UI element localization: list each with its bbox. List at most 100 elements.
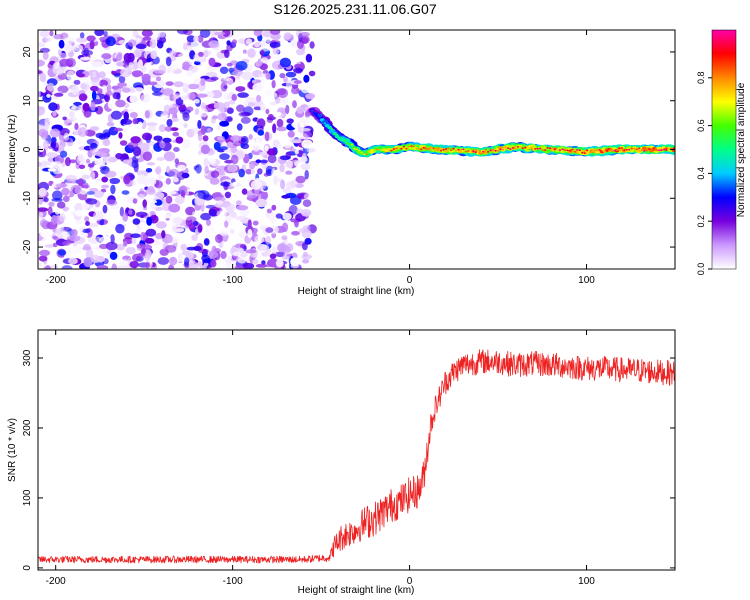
noise-blob bbox=[165, 195, 173, 204]
noise-blob bbox=[265, 72, 271, 80]
colorbar-tick-label: 0.2 bbox=[696, 215, 706, 228]
y-tick-label: 300 bbox=[22, 349, 33, 366]
noise-blob bbox=[285, 181, 296, 190]
track-segment bbox=[581, 151, 584, 154]
track-segment bbox=[390, 149, 393, 152]
snr-series-line bbox=[38, 349, 675, 564]
noise-blob bbox=[39, 218, 48, 228]
noise-blob bbox=[136, 243, 146, 249]
track-segment bbox=[397, 147, 401, 150]
track-segment bbox=[600, 151, 604, 154]
track-segment bbox=[561, 148, 564, 151]
noise-blob bbox=[43, 197, 49, 203]
noise-blob bbox=[137, 59, 143, 69]
noise-blob bbox=[87, 148, 93, 158]
noise-blob bbox=[50, 141, 56, 149]
noise-blob bbox=[98, 79, 108, 87]
noise-blob bbox=[271, 167, 276, 178]
noise-blob bbox=[292, 100, 297, 109]
noise-blob bbox=[51, 214, 58, 225]
noise-blob bbox=[261, 260, 266, 265]
track-segment bbox=[442, 148, 445, 151]
noise-blob bbox=[165, 56, 172, 67]
noise-blob bbox=[188, 147, 195, 158]
noise-blob bbox=[106, 90, 113, 96]
noise-blob bbox=[88, 223, 99, 228]
track-segment bbox=[329, 128, 335, 133]
noise-blob bbox=[226, 40, 231, 46]
track-segment bbox=[432, 147, 435, 150]
noise-blob bbox=[241, 178, 252, 188]
noise-blob bbox=[293, 80, 302, 84]
track-segment bbox=[474, 151, 477, 154]
noise-blob bbox=[141, 248, 146, 255]
noise-blob bbox=[167, 168, 180, 177]
noise-blob bbox=[112, 215, 119, 225]
track-segment bbox=[353, 147, 356, 150]
noise-blob bbox=[145, 168, 153, 173]
noise-blob bbox=[232, 39, 237, 45]
noise-blob bbox=[300, 163, 311, 171]
noise-blob bbox=[85, 221, 90, 226]
noise-blob bbox=[281, 235, 288, 241]
noise-blob bbox=[103, 95, 109, 101]
track-segment bbox=[618, 147, 621, 150]
noise-blob bbox=[276, 118, 284, 128]
track-segment bbox=[610, 148, 614, 151]
track-segment bbox=[588, 151, 591, 154]
noise-blob bbox=[48, 114, 54, 123]
noise-blob bbox=[165, 81, 174, 86]
noise-blob bbox=[106, 199, 118, 206]
noise-blob bbox=[239, 208, 250, 217]
noise-blob bbox=[38, 70, 43, 74]
track-segment bbox=[633, 147, 636, 150]
x-tick-label: -200 bbox=[46, 576, 66, 587]
noise-blob bbox=[77, 73, 86, 78]
track-segment bbox=[486, 150, 490, 153]
noise-blob bbox=[59, 52, 67, 59]
noise-blob bbox=[139, 221, 146, 229]
noise-blob bbox=[303, 116, 312, 121]
track-segment bbox=[444, 148, 448, 150]
noise-blob bbox=[71, 104, 77, 110]
noise-blob bbox=[197, 131, 203, 142]
noise-blob bbox=[192, 211, 197, 217]
noise-blob bbox=[117, 265, 129, 269]
track-segment bbox=[348, 143, 351, 146]
noise-blob bbox=[107, 156, 118, 163]
noise-blob bbox=[164, 245, 177, 253]
noise-blob bbox=[73, 79, 81, 85]
noise-blob bbox=[300, 156, 308, 163]
noise-blob bbox=[110, 65, 119, 72]
noise-blob bbox=[246, 101, 256, 107]
noise-blob bbox=[219, 66, 229, 75]
noise-blob bbox=[214, 196, 226, 202]
colorbar-tick-label: 0.0 bbox=[696, 263, 706, 276]
noise-blob bbox=[47, 206, 53, 216]
spectrogram-y-axis: -20 -10 0 10 20 bbox=[22, 46, 675, 254]
noise-blob bbox=[265, 108, 270, 115]
track-segment bbox=[439, 149, 443, 152]
noise-blob bbox=[104, 170, 117, 178]
noise-blob bbox=[293, 63, 302, 69]
noise-blob bbox=[135, 211, 148, 218]
noise-blob bbox=[223, 101, 230, 109]
x-tick-label: 0 bbox=[407, 576, 413, 587]
noise-blob bbox=[113, 127, 124, 132]
noise-blob bbox=[80, 203, 93, 209]
noise-blob bbox=[81, 49, 93, 56]
noise-blob bbox=[90, 254, 101, 264]
noise-blob bbox=[131, 70, 144, 77]
noise-blob bbox=[163, 151, 176, 162]
noise-blob bbox=[63, 36, 76, 44]
spectrogram-signal-track bbox=[306, 107, 675, 158]
noise-blob bbox=[147, 185, 155, 193]
noise-blob bbox=[168, 107, 178, 115]
noise-blob bbox=[223, 93, 230, 100]
noise-blob bbox=[38, 212, 44, 218]
track-segment bbox=[524, 146, 527, 149]
noise-blob bbox=[65, 157, 71, 167]
noise-blob bbox=[245, 96, 257, 103]
noise-blob bbox=[219, 153, 230, 161]
noise-blob bbox=[132, 198, 138, 204]
